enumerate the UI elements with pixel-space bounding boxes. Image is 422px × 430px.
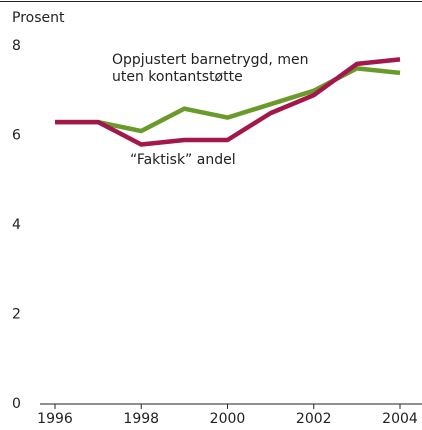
x-tick-label: 2004 xyxy=(382,411,418,427)
y-axis-label: Prosent xyxy=(12,10,65,26)
series-annotation: Oppjustert barnetrygd, men uten kontants… xyxy=(112,52,309,85)
x-tick-label: 1998 xyxy=(123,411,159,427)
y-tick-label: 2 xyxy=(12,307,21,323)
series-line xyxy=(55,57,401,147)
y-tick-label: 8 xyxy=(12,38,21,54)
y-tick-label: 4 xyxy=(12,217,21,233)
y-tick-label: 0 xyxy=(12,396,21,412)
x-tick-label: 2002 xyxy=(296,411,332,427)
y-tick-label: 6 xyxy=(12,128,21,144)
series-annotation: “Faktisk” andel xyxy=(130,152,236,168)
x-tick-label: 2000 xyxy=(210,411,246,427)
x-tick-label: 1996 xyxy=(37,411,73,427)
